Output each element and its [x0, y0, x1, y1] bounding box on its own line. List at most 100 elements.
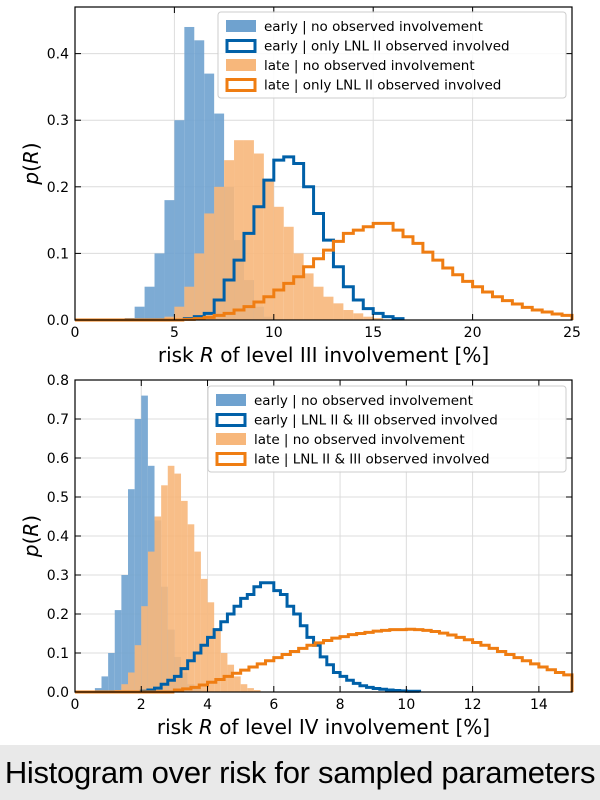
histogram-bar [108, 653, 115, 692]
histogram-bar [101, 676, 109, 692]
x-tick-label: 8 [336, 697, 345, 713]
histogram-bar [134, 306, 145, 320]
y-tick-label: 0.3 [47, 568, 69, 584]
x-axis-label: risk R of level IV involvement [%] [157, 715, 490, 739]
y-tick-label: 0.2 [47, 180, 69, 196]
histogram-bar [293, 253, 304, 320]
x-tick-label: 0 [71, 325, 80, 341]
histogram-bar [227, 664, 235, 692]
y-tick-label: 0.1 [47, 246, 69, 262]
histogram-bar [303, 273, 314, 320]
histogram-bar [204, 73, 215, 321]
x-tick-label: 6 [269, 697, 278, 713]
histogram-bar [134, 419, 142, 692]
x-tick-label: 0 [71, 697, 80, 713]
y-tick-label: 0.5 [47, 490, 69, 506]
histogram-bar [247, 688, 254, 692]
histogram-bar [174, 306, 185, 320]
histogram-bar [174, 120, 185, 320]
histogram-bar [161, 485, 168, 692]
histogram-bar [234, 140, 244, 320]
plot-frame [74, 6, 573, 321]
caption-bar: Histogram over risk for sampled paramete… [0, 745, 600, 800]
histogram-bar [181, 500, 188, 692]
histogram-bar [194, 40, 205, 320]
y-tick-label: 0.0 [47, 685, 69, 701]
histogram-bar [128, 489, 135, 692]
series-2-bars [164, 140, 384, 320]
legend-swatch [225, 78, 257, 92]
y-tick-label: 0.8 [47, 373, 69, 389]
histogram-bar [184, 286, 195, 320]
x-tick-label: 4 [203, 697, 212, 713]
histogram-bar [144, 286, 155, 320]
histogram-bar [164, 200, 175, 320]
x-tick-label: 5 [170, 325, 179, 341]
legend-label: late | no observed involvement [264, 58, 475, 74]
x-tick-label: 14 [530, 697, 548, 713]
histogram-bar [243, 140, 254, 320]
legend-label: early | no observed involvement [254, 393, 473, 409]
y-tick-label: 0.6 [47, 451, 69, 467]
series-2-bars [114, 465, 261, 692]
legend-box [207, 385, 567, 473]
histogram-bar [353, 313, 364, 320]
legend-swatch [226, 59, 256, 71]
histogram-bar [187, 524, 195, 692]
legend-label: early | LNL II & III observed involved [254, 413, 498, 429]
legend-label: late | only LNL II observed involved [264, 78, 501, 94]
histogram-bar [194, 551, 201, 692]
chart-panel-1: 0 5 10 15 20 25 0.0 0.1 0.2 0.3 0.4 risk R of level… [19, 6, 581, 367]
histogram-bar [234, 676, 241, 692]
legend-label: early | only LNL II observed involved [264, 39, 510, 55]
series-4-step-line [172, 627, 574, 692]
x-tick-label: 2 [137, 697, 146, 713]
histogram-bar [94, 688, 102, 692]
legend-swatch [216, 394, 246, 406]
histogram-bar [121, 575, 129, 692]
histogram-bar [154, 253, 165, 320]
caption-text: Histogram over risk for sampled paramete… [4, 754, 596, 790]
histogram-bar [224, 160, 235, 320]
x-tick-label: 20 [464, 325, 482, 341]
x-axis-label: risk R of level III involvement [%] [158, 343, 489, 367]
histogram-bar [343, 310, 354, 320]
histogram-bar [164, 316, 175, 320]
histogram-bar [174, 473, 182, 692]
legend-swatch [215, 452, 247, 466]
legend-swatch [226, 20, 256, 32]
histogram-bar [363, 316, 374, 320]
x-tick-label: 15 [364, 325, 382, 341]
histogram-bar [121, 684, 129, 692]
y-axis-label: p(R) [19, 515, 43, 558]
legend-box [217, 11, 567, 99]
series-3-step-line [182, 155, 405, 321]
histogram-bar [253, 690, 261, 692]
y-tick-label: 0.4 [47, 47, 69, 63]
series-3-step-line [139, 581, 422, 693]
y-tick-label: 0.4 [47, 529, 69, 545]
x-tick-label: 12 [464, 697, 482, 713]
histogram-bar [207, 602, 215, 692]
histogram-bar [167, 465, 175, 692]
legend: early | no observed involvement early | L… [207, 385, 567, 473]
legend-swatch [216, 433, 246, 445]
legend: early | no observed involvement early | o… [217, 11, 567, 99]
histogram-bar [200, 578, 208, 692]
histogram-bar [128, 672, 135, 692]
histogram-bar [184, 26, 195, 320]
y-axis-label: p(R) [19, 142, 43, 185]
legend-swatch [215, 413, 247, 427]
legend-label: early | no observed involvement [264, 19, 483, 35]
histogram-bar [214, 186, 225, 320]
histogram-bar [147, 551, 155, 692]
histogram-bar [240, 684, 248, 692]
chart-panel-2: 0 2 4 6 8 10 12 14 0.0 0.1 0.2 0.3 0.4 0.5 0.6 0.7 0.8 ri… [19, 373, 574, 739]
histogram-bar [323, 296, 334, 320]
histogram-bar [114, 610, 122, 692]
legend-swatch [225, 39, 257, 53]
histogram-bar [220, 653, 228, 692]
histogram-bar [141, 395, 148, 692]
y-tick-label: 0.1 [47, 646, 69, 662]
